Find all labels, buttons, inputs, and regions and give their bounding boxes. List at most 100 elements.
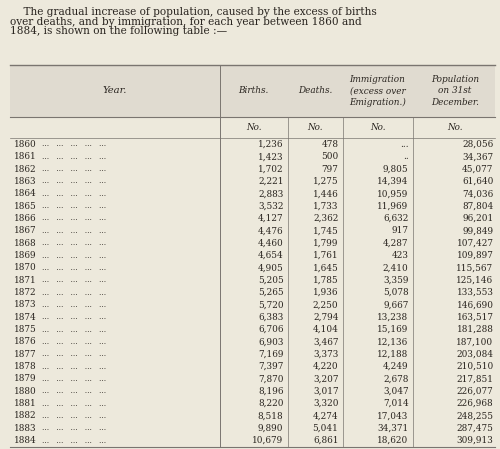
Text: No.: No. (370, 123, 385, 132)
Text: 1884: 1884 (14, 436, 37, 445)
Text: 99,849: 99,849 (462, 226, 494, 235)
Text: 96,201: 96,201 (462, 214, 494, 223)
Text: 1861: 1861 (14, 152, 37, 161)
Text: 9,805: 9,805 (383, 165, 408, 174)
Text: 2,250: 2,250 (313, 300, 338, 309)
Text: 1,785: 1,785 (313, 276, 338, 285)
Text: 226,077: 226,077 (457, 387, 494, 396)
Text: ...   ...   ...   ...   ...: ... ... ... ... ... (42, 326, 106, 334)
Text: 1864: 1864 (14, 189, 37, 198)
Text: 6,383: 6,383 (258, 313, 283, 321)
Text: 1,799: 1,799 (313, 239, 338, 248)
Text: 4,104: 4,104 (312, 325, 338, 334)
Text: ...   ...   ...   ...   ...: ... ... ... ... ... (42, 301, 106, 309)
Text: 1879: 1879 (14, 374, 36, 383)
Text: Deaths.: Deaths. (298, 86, 332, 96)
Text: 6,632: 6,632 (383, 214, 408, 223)
Text: 133,553: 133,553 (456, 288, 494, 297)
Text: 1874: 1874 (14, 313, 37, 321)
Text: 10,959: 10,959 (377, 189, 408, 198)
Text: ...   ...   ...   ...   ...: ... ... ... ... ... (42, 313, 106, 321)
Text: 917: 917 (392, 226, 408, 235)
Text: ...   ...   ...   ...   ...: ... ... ... ... ... (42, 202, 106, 210)
Text: No.: No. (246, 123, 262, 132)
Text: 3,017: 3,017 (313, 387, 338, 396)
Text: 1865: 1865 (14, 202, 37, 211)
Text: 5,265: 5,265 (258, 288, 283, 297)
Text: ...   ...   ...   ...   ...: ... ... ... ... ... (42, 289, 106, 296)
Text: 13,238: 13,238 (378, 313, 408, 321)
Text: ...   ...   ...   ...   ...: ... ... ... ... ... (42, 362, 106, 370)
Text: 1,645: 1,645 (313, 264, 338, 273)
Text: 125,146: 125,146 (456, 276, 494, 285)
Text: 2,794: 2,794 (313, 313, 338, 321)
Text: 45,077: 45,077 (462, 165, 494, 174)
Text: 115,567: 115,567 (456, 264, 494, 273)
Text: 1866: 1866 (14, 214, 36, 223)
Text: 1883: 1883 (14, 424, 36, 433)
Text: 7,014: 7,014 (383, 399, 408, 408)
Text: 4,654: 4,654 (258, 251, 283, 260)
Text: 12,136: 12,136 (378, 337, 408, 346)
Text: ...   ...   ...   ...   ...: ... ... ... ... ... (42, 400, 106, 408)
Text: 3,047: 3,047 (383, 387, 408, 396)
Text: 17,043: 17,043 (377, 411, 408, 420)
Text: The gradual increase of population, caused by the excess of births: The gradual increase of population, caus… (10, 7, 377, 17)
Text: 248,255: 248,255 (456, 411, 494, 420)
Text: 1,761: 1,761 (313, 251, 338, 260)
Text: 1,745: 1,745 (313, 226, 338, 235)
Text: ..: .. (403, 152, 408, 161)
Text: 217,851: 217,851 (456, 374, 494, 383)
Text: 87,804: 87,804 (462, 202, 494, 211)
Text: 107,427: 107,427 (456, 239, 494, 248)
Text: 3,467: 3,467 (313, 337, 338, 346)
Text: 15,169: 15,169 (377, 325, 408, 334)
Text: 1868: 1868 (14, 239, 36, 248)
Text: 1862: 1862 (14, 165, 36, 174)
Text: 423: 423 (392, 251, 408, 260)
Text: 1878: 1878 (14, 362, 36, 371)
Text: 1875: 1875 (14, 325, 37, 334)
Text: 34,371: 34,371 (378, 424, 408, 433)
Text: 7,397: 7,397 (258, 362, 283, 371)
Text: 74,036: 74,036 (462, 189, 494, 198)
Text: 1882: 1882 (14, 411, 36, 420)
Text: No.: No. (307, 123, 323, 132)
Text: 3,532: 3,532 (258, 202, 283, 211)
Text: 7,169: 7,169 (258, 350, 283, 359)
Text: 6,861: 6,861 (313, 436, 338, 445)
Text: 11,969: 11,969 (378, 202, 408, 211)
Text: ...   ...   ...   ...   ...: ... ... ... ... ... (42, 264, 106, 272)
Text: 2,221: 2,221 (258, 177, 283, 186)
Text: 10,679: 10,679 (252, 436, 284, 445)
Text: 4,127: 4,127 (258, 214, 283, 223)
Text: 3,373: 3,373 (313, 350, 338, 359)
Text: 28,056: 28,056 (462, 140, 494, 149)
Text: 1872: 1872 (14, 288, 36, 297)
Text: ...   ...   ...   ...   ...: ... ... ... ... ... (42, 239, 106, 247)
Text: 1,733: 1,733 (313, 202, 338, 211)
Text: 1863: 1863 (14, 177, 36, 186)
Text: 478: 478 (322, 140, 338, 149)
Text: 8,196: 8,196 (258, 387, 283, 396)
Text: 309,913: 309,913 (456, 436, 494, 445)
Text: 287,475: 287,475 (456, 424, 494, 433)
Text: 181,288: 181,288 (456, 325, 494, 334)
Text: 1869: 1869 (14, 251, 36, 260)
Text: ...   ...   ...   ...   ...: ... ... ... ... ... (42, 215, 106, 223)
Text: 163,517: 163,517 (456, 313, 494, 321)
Text: 1,702: 1,702 (258, 165, 283, 174)
Text: ...: ... (400, 140, 408, 149)
Text: 1,236: 1,236 (258, 140, 283, 149)
Text: 2,362: 2,362 (313, 214, 338, 223)
Text: 4,476: 4,476 (258, 226, 283, 235)
Text: 1,936: 1,936 (313, 288, 338, 297)
Text: 4,249: 4,249 (383, 362, 408, 371)
Text: Year.: Year. (103, 86, 127, 96)
Text: 6,903: 6,903 (258, 337, 283, 346)
Text: 1877: 1877 (14, 350, 36, 359)
Text: 5,078: 5,078 (383, 288, 408, 297)
Text: 1871: 1871 (14, 276, 37, 285)
Text: ...   ...   ...   ...   ...: ... ... ... ... ... (42, 251, 106, 260)
Text: 3,207: 3,207 (313, 374, 338, 383)
